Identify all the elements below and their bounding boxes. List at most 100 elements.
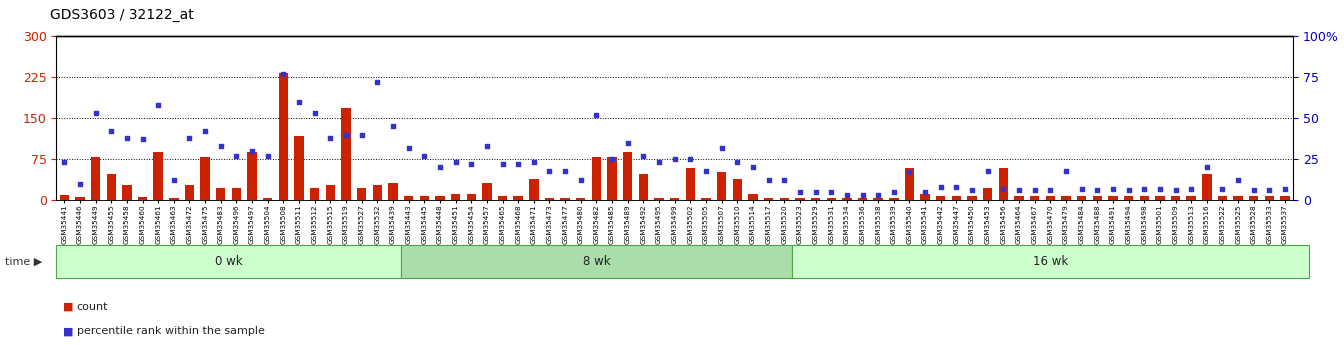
Point: [414, 153, 435, 159]
Bar: [59, 195, 69, 200]
Bar: [405, 196, 414, 200]
Text: ■: ■: [63, 326, 74, 336]
Bar: [890, 198, 899, 200]
Bar: [671, 198, 679, 200]
Bar: [1062, 196, 1071, 200]
Bar: [1234, 196, 1243, 200]
Bar: [1202, 174, 1211, 200]
Bar: [216, 188, 226, 200]
Bar: [638, 174, 648, 200]
Bar: [153, 152, 163, 200]
Point: [367, 79, 388, 85]
Bar: [401, 245, 792, 278]
Point: [601, 156, 622, 162]
Point: [273, 71, 294, 77]
Text: percentile rank within the sample: percentile rank within the sample: [77, 326, 265, 336]
Bar: [1171, 196, 1180, 200]
Bar: [874, 198, 883, 200]
Bar: [577, 198, 586, 200]
Point: [617, 140, 638, 146]
Bar: [905, 168, 914, 200]
Point: [1227, 178, 1249, 183]
Point: [742, 165, 763, 170]
Point: [54, 160, 75, 165]
Point: [867, 193, 888, 198]
Point: [914, 189, 935, 195]
Point: [727, 160, 749, 165]
Text: count: count: [77, 302, 108, 312]
Bar: [982, 188, 992, 200]
Bar: [247, 152, 257, 200]
Bar: [388, 183, 398, 200]
Bar: [1124, 196, 1133, 200]
Point: [820, 189, 841, 195]
Bar: [810, 198, 820, 200]
Bar: [75, 197, 85, 200]
Bar: [106, 174, 116, 200]
Point: [664, 156, 685, 162]
Text: 8 wk: 8 wk: [582, 255, 610, 268]
Point: [586, 112, 607, 118]
Text: GDS3603 / 32122_at: GDS3603 / 32122_at: [50, 8, 194, 22]
Point: [1243, 187, 1265, 193]
Point: [69, 181, 90, 186]
Bar: [435, 196, 445, 200]
Bar: [513, 196, 523, 200]
Point: [382, 124, 403, 129]
Point: [1071, 186, 1093, 191]
Point: [789, 189, 810, 195]
Point: [195, 128, 216, 134]
Bar: [607, 157, 617, 200]
Bar: [624, 152, 633, 200]
Point: [476, 143, 497, 149]
Point: [961, 187, 982, 193]
Bar: [358, 188, 367, 200]
Point: [242, 148, 263, 154]
Point: [320, 135, 341, 141]
Bar: [780, 198, 789, 200]
Bar: [482, 183, 492, 200]
Bar: [530, 179, 539, 200]
Point: [1118, 187, 1140, 193]
Bar: [1156, 196, 1165, 200]
Point: [1165, 187, 1187, 193]
Point: [1274, 186, 1296, 191]
Bar: [1077, 196, 1086, 200]
Text: 16 wk: 16 wk: [1032, 255, 1068, 268]
Point: [1055, 168, 1077, 173]
Point: [429, 165, 450, 170]
Bar: [685, 168, 695, 200]
Bar: [763, 198, 773, 200]
Bar: [466, 194, 476, 200]
Bar: [497, 196, 507, 200]
Bar: [655, 198, 664, 200]
Point: [351, 132, 372, 137]
Text: time ▶: time ▶: [5, 256, 43, 266]
Bar: [544, 198, 554, 200]
Bar: [1046, 196, 1055, 200]
Point: [148, 102, 169, 108]
Bar: [56, 245, 401, 278]
Bar: [1281, 196, 1290, 200]
Bar: [952, 196, 961, 200]
Point: [1086, 187, 1107, 193]
Bar: [263, 198, 273, 200]
Bar: [935, 196, 945, 200]
Point: [116, 135, 137, 141]
Point: [711, 145, 732, 150]
Bar: [792, 245, 1309, 278]
Point: [210, 143, 231, 149]
Point: [226, 153, 247, 159]
Bar: [138, 197, 148, 200]
Bar: [1249, 196, 1258, 200]
Text: 0 wk: 0 wk: [215, 255, 242, 268]
Point: [1102, 186, 1124, 191]
Bar: [231, 188, 241, 200]
Bar: [1015, 196, 1024, 200]
Point: [570, 178, 591, 183]
Point: [758, 178, 780, 183]
Bar: [184, 185, 194, 200]
Point: [304, 110, 325, 116]
Bar: [450, 194, 460, 200]
Point: [492, 161, 513, 167]
